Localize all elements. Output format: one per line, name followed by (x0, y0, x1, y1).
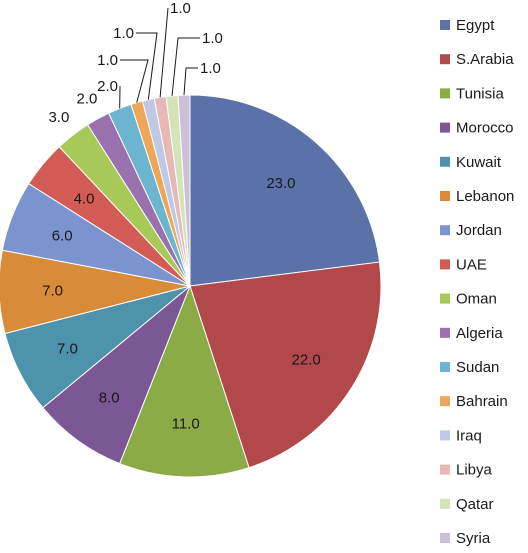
data-label-tunisia: 11.0 (172, 415, 200, 432)
data-label-uae: 4.0 (74, 190, 95, 207)
data-label-syria: 1.0 (200, 60, 221, 77)
legend-swatch-libya (440, 464, 450, 475)
legend-label-s-arabia: S.Arabia (456, 51, 514, 68)
legend-item-qatar: Qatar (440, 496, 494, 513)
legend-item-egypt: Egypt (440, 17, 495, 34)
legend-label-morocco: Morocco (456, 120, 514, 137)
data-label-morocco: 8.0 (99, 389, 120, 406)
legend-item-uae: UAE (440, 256, 487, 273)
data-label-jordan: 6.0 (52, 227, 73, 244)
legend-item-oman: Oman (440, 291, 497, 308)
legend-label-sudan: Sudan (456, 359, 499, 376)
legend-swatch-sudan (440, 362, 450, 372)
legend-swatch-uae (440, 259, 450, 270)
legend-label-oman: Oman (456, 291, 497, 308)
data-label-s-arabia: 22.0 (292, 352, 321, 369)
data-labels: 23.0 22.0 11.0 8.0 7.0 7.0 6.0 4.0 3.0 2.02.0 1.0 1… (42, 0, 321, 432)
legend-label-bahrain: Bahrain (456, 393, 508, 410)
pie-slice-syria (177, 94, 191, 287)
legend-swatch-kuwait (440, 156, 450, 167)
legend-swatch-algeria (440, 327, 450, 338)
leader-line-syria (183, 67, 198, 96)
leader-line-iraq (136, 32, 158, 100)
legend-label-kuwait: Kuwait (456, 154, 502, 171)
leader-line-bahrain (120, 59, 149, 103)
legend-item-s-arabia: S.Arabia (440, 51, 514, 68)
data-label-kuwait: 7.0 (57, 340, 78, 357)
legend-item-iraq: Iraq (440, 427, 482, 444)
legend-item-kuwait: Kuwait (440, 154, 502, 171)
legend-item-sudan: Sudan (440, 359, 499, 376)
legend-item-libya: Libya (440, 462, 493, 479)
pie-slice-egypt (189, 94, 381, 287)
data-label-oman: 3.0 (48, 109, 69, 126)
legend-label-iraq: Iraq (456, 427, 482, 444)
legend-item-jordan: Jordan (440, 222, 502, 239)
legend-swatch-iraq (440, 430, 450, 441)
legend-label-qatar: Qatar (456, 496, 494, 513)
data-label-egypt: 23.0 (266, 175, 295, 192)
data-label-lebanon: 7.0 (42, 282, 63, 299)
legend-item-morocco: Morocco (440, 120, 514, 137)
pie-slices (0, 94, 382, 478)
leader-line-libya (159, 7, 169, 98)
data-label-libya: 1.0 (170, 0, 191, 17)
data-label-iraq: 1.0 (113, 25, 134, 42)
legend-swatch-s-arabia (440, 54, 450, 65)
data-label-algeria: 2.0 (77, 91, 98, 108)
legend-swatch-jordan (440, 225, 450, 236)
pie-slice-tunisia (119, 284, 250, 478)
legend-swatch-egypt (440, 20, 450, 30)
legend-swatch-oman (440, 293, 450, 304)
leader-line-qatar (171, 37, 200, 96)
pie-slice-s-arabia (189, 261, 382, 469)
legend-label-egypt: Egypt (456, 17, 495, 34)
legend-label-syria: Syria (456, 530, 491, 547)
legend-item-syria: Syria (440, 530, 491, 547)
data-label-bahrain: 1.0 (97, 52, 118, 69)
legend-label-algeria: Algeria (456, 325, 503, 342)
legend-item-tunisia: Tunisia (440, 85, 504, 102)
data-label-qatar: 1.0 (202, 30, 223, 47)
legend-swatch-bahrain (440, 396, 450, 407)
legend-item-lebanon: Lebanon (440, 188, 514, 205)
data-label-sudan: 2.0 (97, 78, 118, 95)
legend-label-uae: UAE (456, 256, 487, 273)
legend-swatch-lebanon (440, 191, 450, 201)
legend-swatch-syria (440, 533, 450, 543)
legend-swatch-tunisia (440, 88, 450, 99)
legend-label-tunisia: Tunisia (456, 85, 504, 102)
legend-swatch-qatar (440, 498, 450, 509)
legend-label-lebanon: Lebanon (456, 188, 514, 205)
legend-swatch-morocco (440, 122, 450, 133)
pie-slice-morocco (42, 285, 191, 465)
legend-label-jordan: Jordan (456, 222, 502, 239)
legend-label-libya: Libya (456, 462, 493, 479)
legend: Egypt S.Arabia Tunisia Morocco Kuwait Lebanon… (440, 17, 514, 547)
legend-item-algeria: Algeria (440, 325, 503, 342)
legend-item-bahrain: Bahrain (440, 393, 508, 410)
